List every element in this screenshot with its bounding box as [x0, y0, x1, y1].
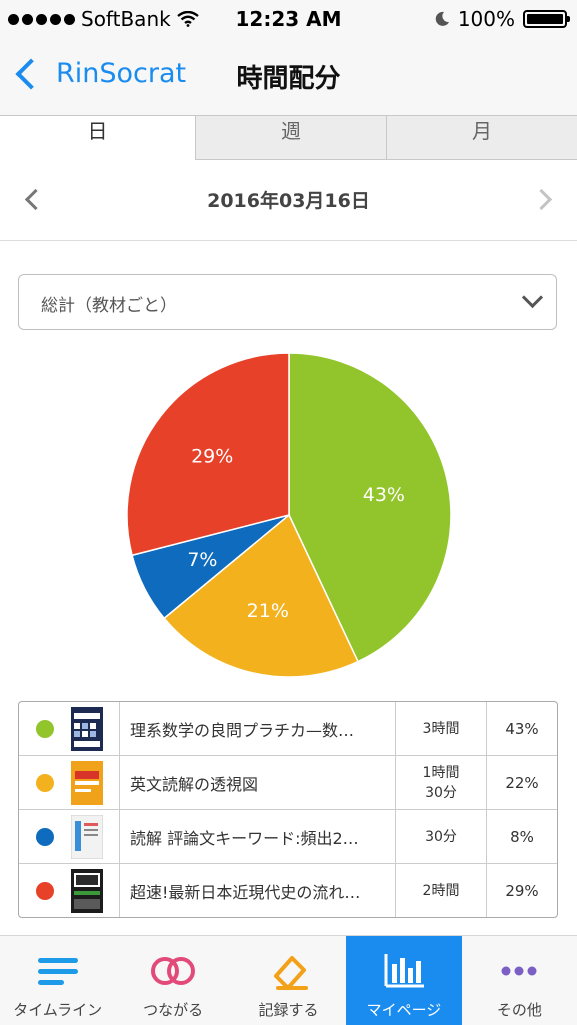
table-row[interactable]: 超速!最新日本近現代史の流れ… 2時間 29% [19, 863, 557, 917]
chevron-down-icon [521, 286, 544, 309]
tab-week[interactable]: 週 [195, 115, 386, 159]
time-distribution-pie-chart: 43% 21% 7% 29% [126, 352, 452, 678]
tab-label: マイページ [366, 1001, 442, 1019]
aggregation-select[interactable]: 総計（教材ごと） [18, 274, 557, 330]
tab-day[interactable]: 日 [0, 115, 195, 160]
status-right: 100% [434, 7, 570, 31]
pie-slice [288, 352, 452, 663]
time-percentage: 29% [486, 864, 557, 917]
moon-icon [435, 11, 449, 26]
aggregation-select-value: 総計（教材ごと） [41, 296, 177, 316]
navigation-bar: RinSocrat 時間配分 [0, 40, 577, 115]
pie-slice-label: 7% [187, 549, 217, 571]
tab-month[interactable]: 月 [386, 115, 577, 159]
book-cover-thumbnail [71, 868, 103, 913]
pie-slice-label: 29% [191, 445, 233, 467]
time-percentage: 43% [486, 702, 557, 755]
material-title: 理系数学の良問プラチカ—数… [119, 702, 395, 755]
tab-label: つながる [143, 1001, 204, 1019]
bottom-tab-bar: タイムライン つながる 記録する マイページ その他 [0, 935, 577, 1025]
book-cover-thumbnail [71, 760, 103, 805]
tab-mypage[interactable]: マイページ [346, 936, 462, 1025]
current-date: 2016年03月16日 [207, 190, 370, 212]
material-title: 読解 評論文キーワード:頻出2… [119, 810, 395, 863]
tab-more[interactable]: その他 [462, 936, 577, 1025]
mypage-chart-icon [384, 954, 424, 988]
pie-slice-label: 43% [363, 484, 405, 506]
chevron-left-icon [15, 57, 47, 90]
pie-slice [163, 513, 359, 678]
study-time: 2時間 [395, 864, 486, 917]
tab-label: その他 [496, 1001, 542, 1019]
study-time: 1時間 30分 [395, 756, 486, 809]
tab-timeline[interactable]: タイムライン [0, 936, 115, 1025]
date-navigator: 2016年03月16日 [0, 160, 577, 241]
status-time: 12:23 AM [235, 7, 342, 31]
wifi-icon [176, 11, 199, 27]
time-percentage: 22% [486, 756, 557, 809]
connect-icon [151, 957, 196, 985]
series-color-dot [36, 881, 54, 900]
battery-icon [523, 10, 570, 28]
pie-slice-label: 21% [247, 600, 289, 622]
pie-slice [126, 352, 290, 557]
time-percentage: 8% [486, 810, 557, 863]
tab-record[interactable]: 記録する [231, 936, 346, 1025]
table-row[interactable]: 理系数学の良問プラチカ—数… 3時間 43% [19, 702, 557, 755]
series-color-dot [36, 719, 54, 738]
status-bar: SoftBank 12:23 AM 100% [0, 0, 577, 40]
tab-label: 記録する [258, 1001, 319, 1019]
study-time: 3時間 [395, 702, 486, 755]
more-icon [501, 966, 537, 976]
series-color-dot [36, 773, 54, 792]
material-title: 超速!最新日本近現代史の流れ… [119, 864, 395, 917]
book-cover-thumbnail [71, 814, 103, 859]
material-time-table: 理系数学の良問プラチカ—数… 3時間 43% 英文読解の透視図 1時間 30分 … [18, 701, 558, 918]
carrier-name: SoftBank [81, 7, 171, 31]
book-cover-thumbnail [71, 706, 103, 751]
material-title: 英文読解の透視図 [119, 756, 395, 809]
table-row[interactable]: 英文読解の透視図 1時間 30分 22% [19, 755, 557, 809]
carrier-info: SoftBank [8, 7, 199, 31]
study-time: 30分 [395, 810, 486, 863]
period-tabs: 日 週 月 [0, 115, 577, 160]
back-button[interactable]: RinSocrat [14, 57, 187, 90]
tab-label: タイムライン [13, 1001, 103, 1019]
table-row[interactable]: 読解 評論文キーワード:頻出2… 30分 8% [19, 809, 557, 863]
battery-percent: 100% [457, 7, 515, 31]
back-label: RinSocrat [56, 58, 187, 89]
signal-icon [8, 13, 75, 25]
timeline-icon [37, 958, 78, 985]
series-color-dot [36, 827, 54, 846]
record-icon [273, 956, 308, 990]
tab-connect[interactable]: つながる [115, 936, 230, 1025]
